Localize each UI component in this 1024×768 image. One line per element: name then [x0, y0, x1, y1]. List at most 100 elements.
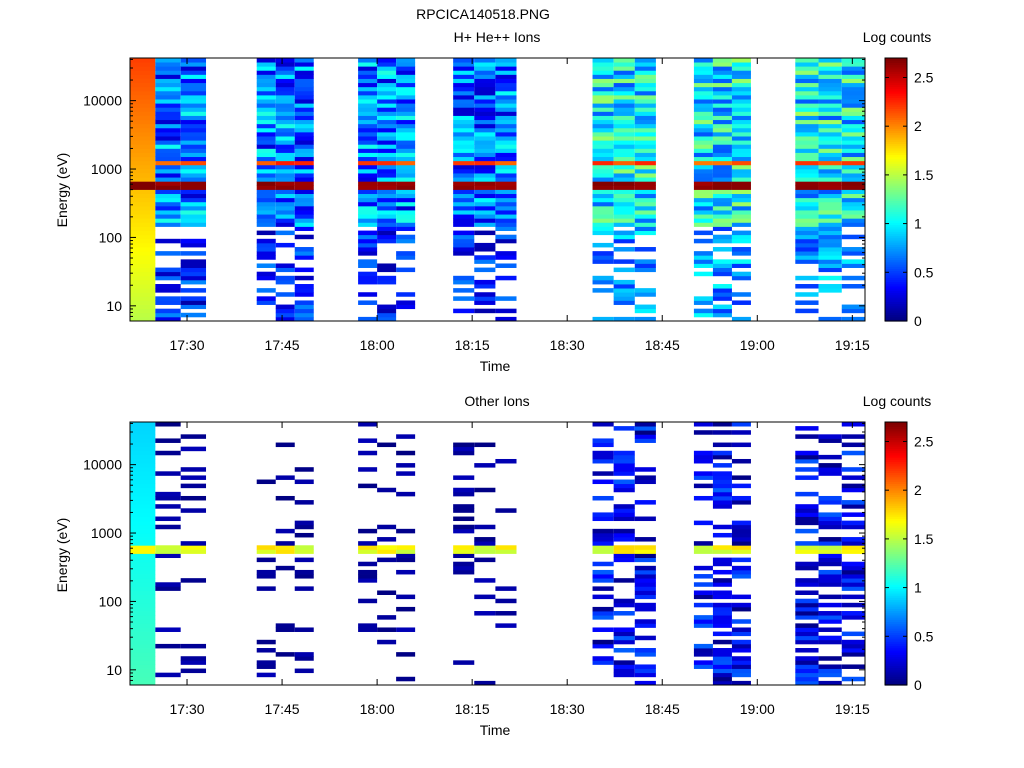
colorbar-step: [885, 476, 907, 480]
heatmap-cell: [634, 680, 656, 686]
heatmap-cell: [294, 500, 314, 505]
heatmap-cell: [613, 668, 635, 674]
heatmap-cell: [634, 103, 656, 108]
heatmap-cell: [358, 275, 378, 281]
heatmap-cell: [634, 115, 656, 121]
heatmap-cell: [130, 611, 156, 616]
heatmap-cell: [592, 259, 614, 264]
heatmap-cell: [841, 467, 865, 472]
heatmap-cell: [795, 189, 819, 195]
heatmap-cell: [180, 288, 207, 293]
heatmap-cell: [130, 99, 156, 104]
heatmap-cell: [358, 74, 378, 79]
heatmap-cell: [712, 123, 732, 129]
heatmap-cell: [613, 549, 635, 554]
heatmap-cell: [453, 516, 475, 522]
heatmap-cell: [130, 173, 156, 178]
heatmap-cell: [731, 664, 751, 669]
heatmap-cell: [693, 471, 713, 476]
heatmap-cell: [634, 606, 656, 612]
heatmap-cell: [294, 193, 314, 199]
heatmap-cell: [712, 450, 732, 456]
heatmap-cell: [275, 168, 295, 174]
heatmap-cell: [841, 160, 865, 166]
heatmap-cell: [712, 590, 732, 595]
heatmap-cell: [634, 173, 656, 178]
heatmap-cell: [358, 578, 378, 583]
heatmap-cell: [712, 214, 732, 219]
heatmap-cell: [130, 185, 156, 190]
heatmap-cell: [841, 58, 865, 63]
heatmap-cell: [275, 312, 295, 318]
colorbar-step: [885, 165, 907, 169]
x-axis-label: Time: [480, 358, 511, 374]
heatmap-cell: [130, 189, 156, 195]
heatmap-cell: [693, 430, 713, 435]
heatmap-cell: [592, 119, 614, 125]
heatmap-cell: [841, 234, 865, 240]
colorbar-step: [885, 239, 907, 243]
heatmap-cell: [731, 70, 751, 75]
colorbar-step: [885, 632, 907, 636]
heatmap-cell: [592, 62, 614, 67]
heatmap-cell: [474, 537, 496, 542]
colorbar-step: [885, 500, 907, 504]
colorbar-step: [885, 139, 907, 142]
heatmap-cell: [377, 152, 397, 158]
heatmap-cell: [634, 292, 656, 297]
heatmap-cell: [712, 288, 732, 293]
heatmap-cell: [592, 181, 614, 186]
heatmap-cell: [693, 210, 713, 215]
colorbar-step: [885, 649, 907, 653]
heatmap-cell: [818, 454, 842, 460]
heatmap-cell: [155, 103, 181, 108]
heatmap-cell: [453, 549, 475, 554]
heatmap-cell: [693, 590, 713, 595]
heatmap-cell: [712, 680, 732, 686]
heatmap-cell: [693, 495, 713, 501]
heatmap-cell: [294, 574, 314, 579]
heatmap-cell: [731, 639, 751, 645]
heatmap-cell: [155, 516, 181, 522]
colorbar-step: [885, 474, 907, 478]
heatmap-cell: [495, 123, 517, 129]
heatmap-cell: [818, 210, 842, 215]
x-tick-label: 18:45: [645, 701, 680, 717]
heatmap-cell: [731, 292, 751, 297]
heatmap-cell: [256, 557, 276, 563]
heatmap-cell: [294, 127, 314, 133]
heatmap-cell: [396, 197, 416, 203]
heatmap-cell: [712, 623, 732, 628]
colorbar-step: [885, 660, 907, 664]
colorbar-step: [885, 494, 907, 498]
colorbar-step: [885, 535, 907, 539]
colorbar-tick-label: 0.5: [914, 628, 934, 644]
heatmap-cell: [396, 144, 416, 149]
colorbar-step: [885, 68, 907, 72]
heatmap-cell: [453, 78, 475, 84]
heatmap-cell: [795, 565, 819, 571]
heatmap-cell: [358, 238, 378, 244]
heatmap-cell: [358, 185, 378, 190]
heatmap-cell: [613, 82, 635, 88]
heatmap-cell: [818, 234, 842, 240]
heatmap-cell: [592, 131, 614, 137]
heatmap-cell: [795, 606, 819, 612]
heatmap-cell: [377, 78, 397, 84]
heatmap-cell: [155, 82, 181, 88]
heatmap-cell: [693, 602, 713, 608]
heatmap-cell: [180, 508, 207, 513]
heatmap-cell: [712, 86, 732, 92]
heatmap-cell: [180, 242, 207, 248]
heatmap-cell: [693, 541, 713, 546]
heatmap-cell: [377, 131, 397, 137]
colorbar-step: [885, 483, 907, 487]
heatmap-cell: [474, 463, 496, 468]
heatmap-cell: [841, 78, 865, 84]
heatmap-cell: [495, 193, 517, 199]
heatmap-cell: [795, 590, 819, 595]
heatmap-cell: [712, 312, 732, 318]
heatmap-cell: [474, 541, 496, 546]
heatmap-cell: [396, 251, 416, 256]
heatmap-cell: [294, 62, 314, 67]
